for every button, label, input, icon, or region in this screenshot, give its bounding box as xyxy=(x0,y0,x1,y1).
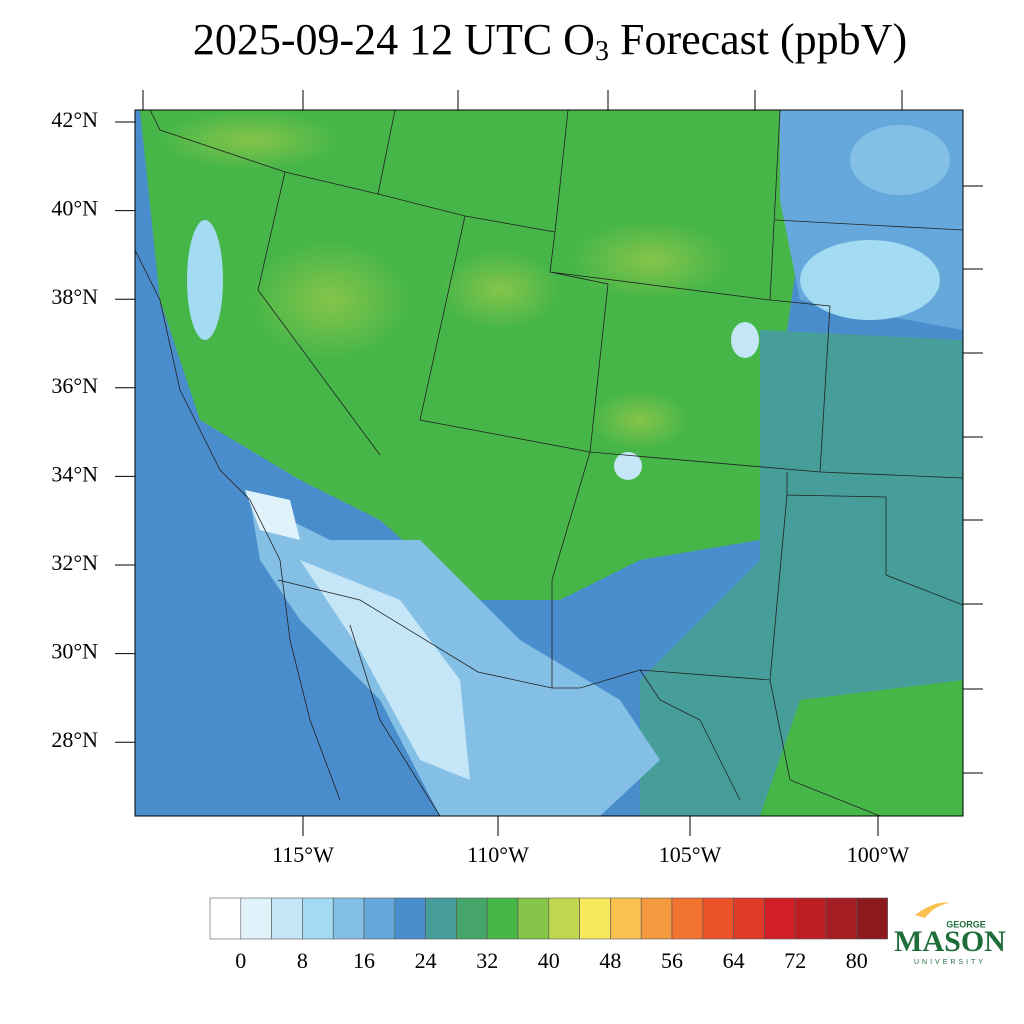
tick-marks xyxy=(142,90,983,836)
coastline xyxy=(135,249,441,816)
logo-text: MASON xyxy=(894,925,1006,958)
field-yellowgreen xyxy=(160,110,340,170)
color-box xyxy=(579,897,611,940)
color-box xyxy=(517,897,550,940)
title-text: Forecast (ppbV) xyxy=(609,15,907,64)
map-frame xyxy=(134,109,964,817)
color-box xyxy=(548,897,580,940)
color-box xyxy=(671,897,704,940)
lon-label: 110°W xyxy=(467,842,529,867)
color-box xyxy=(702,897,734,940)
field-green xyxy=(760,680,963,816)
color-box xyxy=(332,897,365,940)
lat-label: 30°N xyxy=(51,639,98,664)
field-yellowgreen xyxy=(250,240,410,360)
color-box xyxy=(240,897,272,940)
field-light xyxy=(850,125,950,195)
logo-text: UNIVERSITY xyxy=(914,959,986,966)
lon-label: 105°W xyxy=(659,842,722,867)
title-subscript: 3 xyxy=(595,36,609,67)
color-box xyxy=(456,897,488,940)
field-lighter xyxy=(300,560,470,780)
color-box xyxy=(825,897,858,940)
colorbar-label: 56 xyxy=(661,948,683,973)
color-box xyxy=(856,897,888,940)
logo-text: GEORGE xyxy=(946,919,986,929)
color-box xyxy=(733,897,765,940)
color-box xyxy=(271,897,303,940)
field-white xyxy=(245,490,300,540)
field-yellowgreen xyxy=(570,220,730,300)
lat-label: 38°N xyxy=(51,284,98,309)
colorbar: 0 8 16 24 32 40 48 56 64 72 80 xyxy=(209,897,888,973)
lon-label: 115°W xyxy=(272,842,334,867)
field-light xyxy=(187,220,223,340)
colorbar-label: 72 xyxy=(784,948,806,973)
color-box xyxy=(425,897,457,940)
lat-label: 28°N xyxy=(51,727,98,752)
colorbar-label: 80 xyxy=(846,948,868,973)
lat-label: 36°N xyxy=(51,373,98,398)
color-box xyxy=(209,897,242,940)
colorbar-label: 16 xyxy=(353,948,375,973)
field-light xyxy=(800,240,940,320)
colorbar-label: 24 xyxy=(415,948,437,973)
field-light xyxy=(614,452,642,480)
colorbar-label: 40 xyxy=(538,948,560,973)
color-box xyxy=(486,897,519,940)
color-box xyxy=(363,897,396,940)
colorbar-label: 48 xyxy=(599,948,621,973)
map-ticks xyxy=(142,90,983,836)
color-box xyxy=(394,897,426,940)
color-box xyxy=(302,897,334,940)
color-box xyxy=(764,897,796,940)
colorbar-label: 0 xyxy=(235,948,246,973)
lat-label: 40°N xyxy=(51,196,98,221)
map: 42°N 40°N 38°N 36°N 34°N 32°N 30°N 28°N 115°W 110… xyxy=(51,90,983,867)
lat-label: 32°N xyxy=(51,550,98,575)
colorbar-label: 32 xyxy=(476,948,498,973)
field-yellowgreen xyxy=(440,250,560,330)
title: 2025-09-24 12 UTC O3 Forecast (ppbV) xyxy=(193,15,907,67)
field-light xyxy=(731,322,759,358)
logo-swoosh xyxy=(915,902,950,918)
state-borders xyxy=(149,110,963,816)
lon-label: 100°W xyxy=(847,842,910,867)
colorbar-label: 64 xyxy=(723,948,745,973)
color-box xyxy=(794,897,827,940)
field-yellowgreen xyxy=(590,390,690,450)
color-box xyxy=(640,897,673,940)
lat-label: 34°N xyxy=(51,461,98,486)
lat-label: 42°N xyxy=(51,107,98,132)
colorbar-label: 8 xyxy=(297,948,308,973)
logo: GEORGE MASON UNIVERSITY xyxy=(894,902,1006,966)
color-box xyxy=(610,897,642,940)
title-text: 2025-09-24 12 UTC O xyxy=(193,15,595,64)
